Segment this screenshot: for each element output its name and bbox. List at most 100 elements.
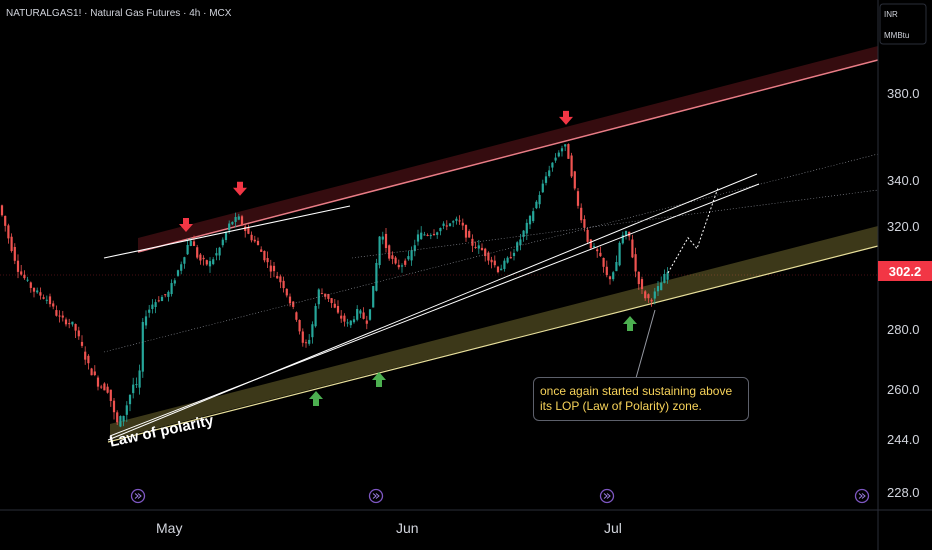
candle-body xyxy=(260,249,263,252)
candle-body xyxy=(384,233,388,249)
candle-body xyxy=(474,246,477,248)
candle-body xyxy=(138,370,141,388)
candle-body xyxy=(61,315,64,318)
candle-body xyxy=(528,215,532,225)
x-tick-label: Jul xyxy=(604,520,622,536)
candle-body xyxy=(535,201,538,209)
sell-arrow-icon xyxy=(559,110,573,125)
candle-body xyxy=(7,225,10,239)
candle-body xyxy=(362,312,365,319)
candle-body xyxy=(228,223,231,231)
candle-body xyxy=(231,221,234,225)
candle-body xyxy=(653,291,656,299)
candle-body xyxy=(509,257,512,259)
trend-line xyxy=(103,205,351,259)
candle-body xyxy=(544,176,548,183)
candle-body xyxy=(112,400,116,413)
annotation-callout[interactable]: once again started sustaining above its … xyxy=(533,377,749,421)
unit-label[interactable]: MMBtu xyxy=(884,31,910,40)
candle-body xyxy=(301,331,304,343)
candle-body xyxy=(551,162,554,168)
candle-body xyxy=(192,241,196,246)
candle-body xyxy=(167,291,170,297)
candle-body xyxy=(583,219,586,228)
trend-line xyxy=(351,189,879,259)
sell-arrow-icon xyxy=(179,217,193,232)
candle-body xyxy=(656,286,660,292)
candle-body xyxy=(196,247,199,258)
candle-body xyxy=(573,171,576,189)
candle-body xyxy=(612,272,615,280)
candle-body xyxy=(394,257,397,264)
candle-body xyxy=(42,297,45,299)
candle-body xyxy=(141,322,144,372)
candle-body xyxy=(77,330,80,337)
event-icon xyxy=(854,488,870,504)
candle-body xyxy=(461,222,464,226)
candle-body xyxy=(439,227,442,232)
candle-body xyxy=(295,312,298,320)
candle-body xyxy=(135,384,138,386)
candle-body xyxy=(80,341,84,346)
candle-body xyxy=(253,239,256,242)
candle-body xyxy=(356,309,359,320)
candle-body xyxy=(631,239,634,258)
candle-body xyxy=(413,245,416,252)
candle-body xyxy=(119,416,122,427)
candle-body xyxy=(448,223,452,226)
candle-body xyxy=(52,303,55,307)
chart-title: NATURALGAS1! · Natural Gas Futures · 4h … xyxy=(6,8,232,19)
candle-body xyxy=(484,248,487,257)
candle-body xyxy=(420,232,423,240)
candle-body xyxy=(624,231,628,236)
candle-body xyxy=(0,205,4,216)
candle-body xyxy=(455,218,458,221)
candle-body xyxy=(272,265,276,272)
candle-body xyxy=(202,257,205,260)
x-tick-label: May xyxy=(156,520,183,536)
candle-body xyxy=(621,235,624,244)
trend-line xyxy=(107,173,758,441)
candle-body xyxy=(247,227,250,234)
candle-body xyxy=(400,265,404,267)
sell-arrow-icon xyxy=(233,181,247,196)
candle-body xyxy=(173,280,176,284)
candle-body xyxy=(359,310,362,314)
candle-body xyxy=(644,291,647,299)
candle-body xyxy=(375,262,378,291)
support-zone xyxy=(110,226,878,440)
candle-body xyxy=(64,319,68,325)
trend-lines xyxy=(103,153,879,441)
candle-body xyxy=(532,211,535,222)
candle-body xyxy=(100,386,103,388)
candle-body xyxy=(404,260,407,265)
x-tick-label: Jun xyxy=(396,520,419,536)
candle-body xyxy=(4,215,7,226)
candle-body xyxy=(432,233,436,235)
candle-body xyxy=(48,296,52,305)
candle-body xyxy=(292,301,295,307)
candle-body xyxy=(237,216,240,220)
candle-body xyxy=(58,315,61,317)
candle-body xyxy=(103,383,106,391)
candle-body xyxy=(308,339,311,344)
candle-body xyxy=(314,305,317,327)
candle-body xyxy=(352,319,356,323)
candle-body xyxy=(596,249,599,252)
candle-body xyxy=(368,309,372,320)
candle-body xyxy=(164,294,167,296)
candle-body xyxy=(468,231,471,238)
y-tick-label: 244.0 xyxy=(887,432,920,447)
candle-body xyxy=(429,235,432,237)
candle-body xyxy=(39,292,42,296)
candle-body xyxy=(215,253,218,256)
candle-body xyxy=(208,261,212,267)
currency-label[interactable]: INR xyxy=(884,10,898,19)
candle-body xyxy=(570,155,573,177)
candle-body xyxy=(522,230,525,237)
candle-body xyxy=(541,183,544,193)
candle-body xyxy=(666,272,669,280)
candle-body xyxy=(160,296,164,302)
candle-body xyxy=(55,310,58,316)
